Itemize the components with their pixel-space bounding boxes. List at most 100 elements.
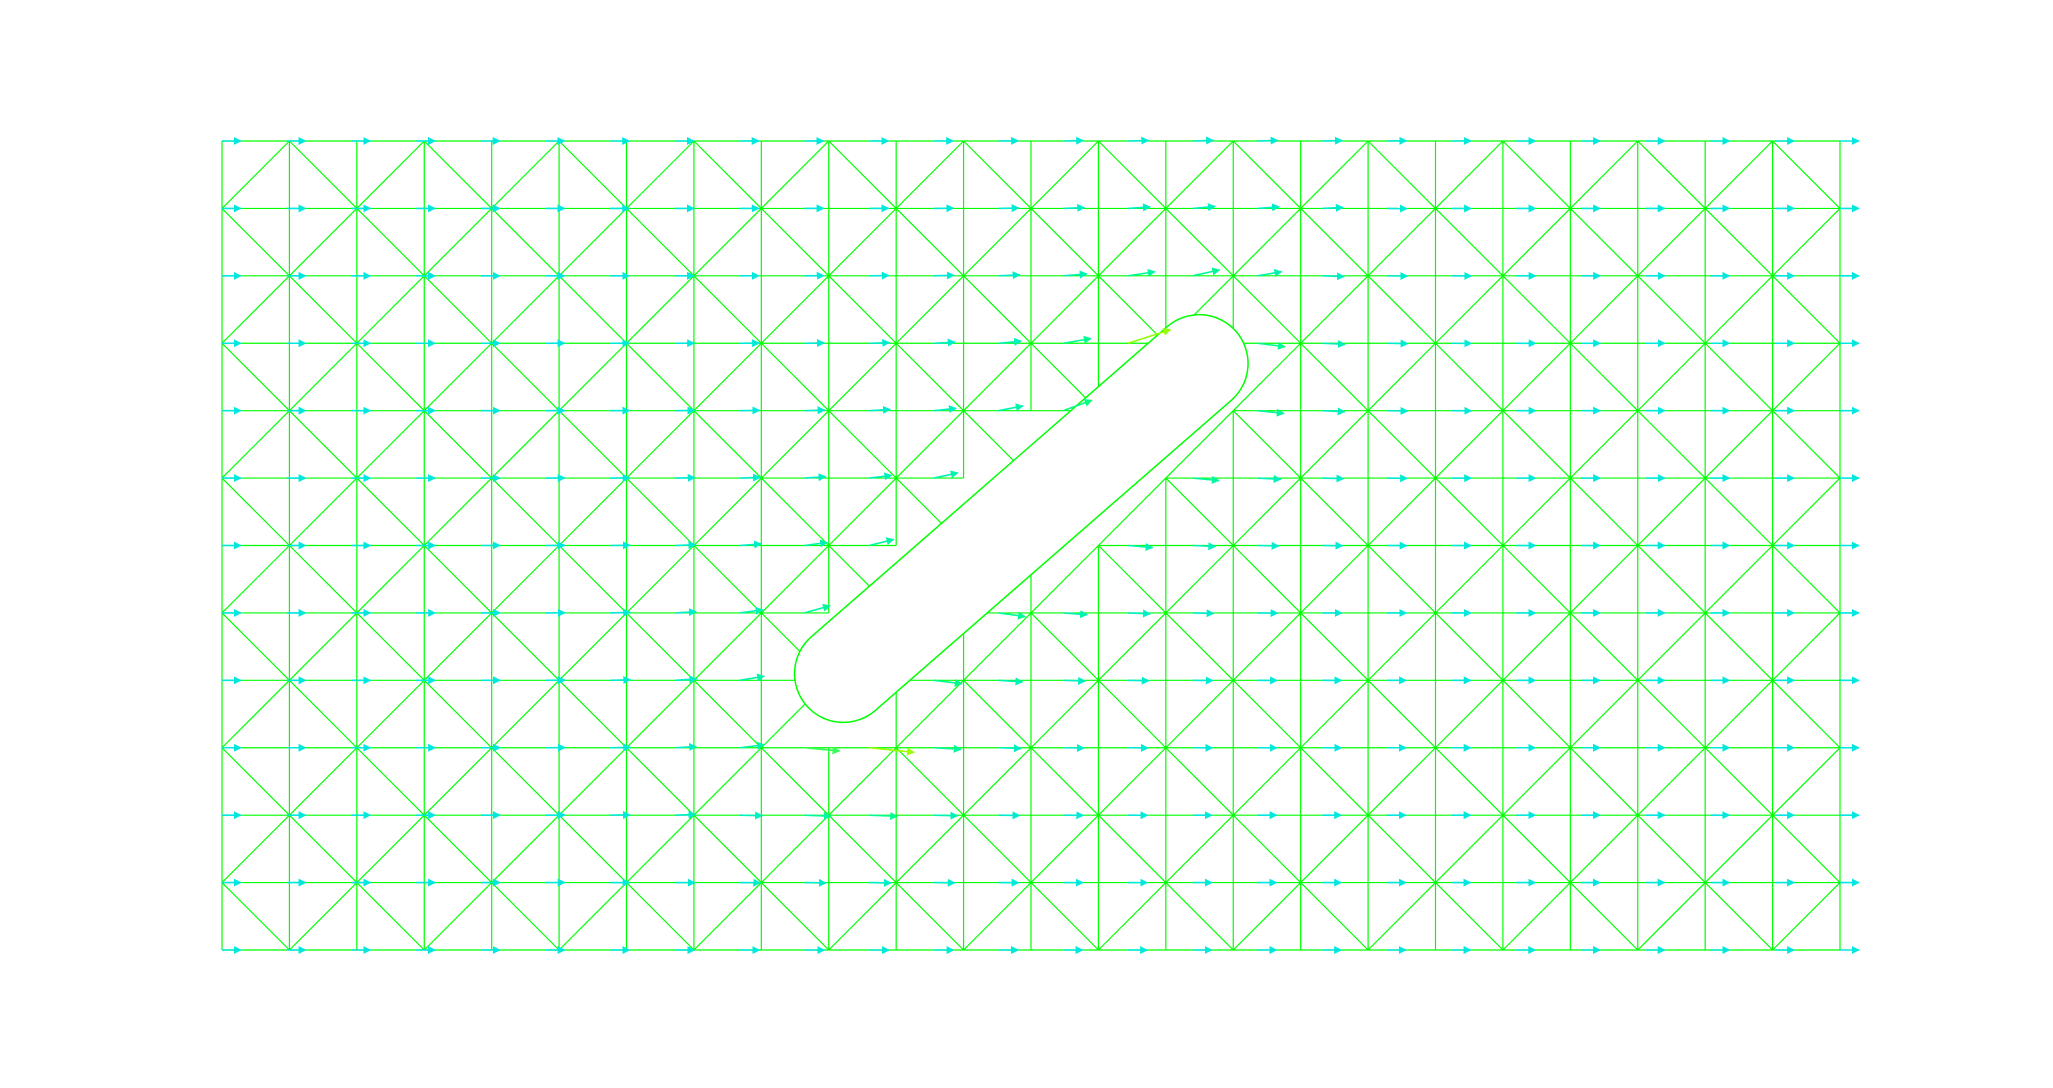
mesh-edge bbox=[1301, 478, 1368, 545]
velocity-arrow bbox=[1322, 343, 1345, 344]
mesh-edge bbox=[1436, 613, 1503, 680]
velocity-arrow bbox=[1063, 339, 1091, 344]
velocity-arrow bbox=[610, 680, 630, 681]
mesh-edge bbox=[1166, 208, 1233, 275]
mesh-edge bbox=[829, 276, 896, 343]
velocity-arrow bbox=[804, 606, 830, 613]
mesh-edge bbox=[761, 141, 828, 208]
mesh-edge bbox=[1773, 680, 1840, 747]
mesh-edge bbox=[1773, 815, 1840, 882]
mesh-edge bbox=[1301, 546, 1368, 613]
mesh-edge bbox=[627, 343, 694, 410]
velocity-arrow bbox=[675, 747, 696, 748]
mesh-edge bbox=[1705, 411, 1772, 478]
mesh-edge bbox=[896, 883, 963, 950]
mesh-edge bbox=[964, 276, 1031, 343]
mesh-edge bbox=[1436, 883, 1503, 950]
mesh-edge bbox=[694, 411, 761, 478]
mesh-edge bbox=[222, 141, 289, 208]
mesh-edge bbox=[1098, 748, 1165, 815]
mesh-edge bbox=[357, 276, 424, 343]
mesh-edge bbox=[289, 343, 356, 410]
mesh-edge bbox=[1705, 546, 1772, 613]
mesh-edge bbox=[1368, 141, 1435, 208]
mesh-edge bbox=[222, 613, 289, 680]
mesh-edge bbox=[222, 478, 289, 545]
mesh-edge bbox=[964, 208, 1031, 275]
mesh-edge bbox=[1031, 613, 1098, 680]
mesh-edge bbox=[1638, 208, 1705, 275]
mesh-edge bbox=[424, 208, 491, 275]
mesh-edge bbox=[627, 478, 694, 545]
mesh-edge bbox=[222, 883, 289, 950]
mesh-edge bbox=[1503, 276, 1570, 343]
mesh-edge bbox=[559, 208, 626, 275]
mesh-edge bbox=[1436, 478, 1503, 545]
mesh-edge bbox=[1301, 883, 1368, 950]
mesh-edge bbox=[559, 343, 626, 410]
mesh-edge bbox=[1773, 208, 1840, 275]
mesh-edge bbox=[1436, 276, 1503, 343]
mesh-edge bbox=[492, 208, 559, 275]
mesh-edge bbox=[829, 883, 896, 950]
mesh-edge bbox=[222, 343, 289, 410]
mesh-edge bbox=[289, 883, 356, 950]
velocity-arrow bbox=[1128, 613, 1150, 614]
mesh-edge bbox=[1301, 815, 1368, 882]
mesh-edge bbox=[896, 748, 963, 815]
mesh-edge bbox=[1638, 343, 1705, 410]
mesh-edge bbox=[289, 411, 356, 478]
mesh-edge bbox=[1233, 883, 1300, 950]
velocity-arrow bbox=[1258, 546, 1279, 547]
mesh-edge bbox=[289, 276, 356, 343]
mesh-edge bbox=[1098, 680, 1165, 747]
velocity-arrow bbox=[869, 815, 897, 816]
velocity-arrow bbox=[804, 410, 824, 411]
mesh-edge bbox=[424, 883, 491, 950]
velocity-arrow bbox=[1063, 680, 1085, 681]
mesh-edge bbox=[1773, 411, 1840, 478]
mesh-edge bbox=[222, 680, 289, 747]
mesh-edge bbox=[829, 208, 896, 275]
mesh-edge bbox=[1098, 276, 1165, 343]
mesh-edge bbox=[1638, 478, 1705, 545]
mesh-edge bbox=[222, 411, 289, 478]
mesh-edge bbox=[1233, 411, 1300, 478]
mesh-edge bbox=[1436, 680, 1503, 747]
mesh-edge bbox=[627, 141, 694, 208]
mesh-edge bbox=[964, 141, 1031, 208]
velocity-arrow bbox=[1322, 411, 1345, 412]
mesh-edge bbox=[1166, 546, 1233, 613]
mesh-edge bbox=[1301, 748, 1368, 815]
mesh-edge bbox=[1233, 815, 1300, 882]
mesh-edge bbox=[289, 478, 356, 545]
mesh-edge bbox=[1436, 141, 1503, 208]
mesh-edge bbox=[1436, 411, 1503, 478]
mesh-edge bbox=[357, 748, 424, 815]
mesh-edge bbox=[1773, 478, 1840, 545]
mesh-edge bbox=[1098, 546, 1165, 613]
mesh-edge bbox=[1368, 748, 1435, 815]
mesh-edge bbox=[761, 411, 828, 478]
mesh-edge bbox=[1570, 748, 1637, 815]
mesh-edge bbox=[1368, 343, 1435, 410]
mesh-edge bbox=[1570, 613, 1637, 680]
mesh-edge bbox=[627, 748, 694, 815]
mesh-edge bbox=[559, 815, 626, 882]
mesh-edge bbox=[627, 276, 694, 343]
mesh-edge bbox=[1503, 208, 1570, 275]
mesh-edge bbox=[424, 478, 491, 545]
mesh-edge bbox=[492, 478, 559, 545]
mesh-edge bbox=[424, 546, 491, 613]
mesh-edge bbox=[1773, 546, 1840, 613]
mesh-edge bbox=[1705, 613, 1772, 680]
mesh-edge bbox=[289, 680, 356, 747]
mesh-edge bbox=[1773, 613, 1840, 680]
velocity-arrow bbox=[675, 545, 695, 546]
mesh-edge bbox=[829, 748, 896, 815]
mesh-edge bbox=[289, 613, 356, 680]
mesh-edge bbox=[492, 815, 559, 882]
mesh-edge bbox=[492, 141, 559, 208]
mesh-edge bbox=[1638, 815, 1705, 882]
mesh-edge bbox=[357, 815, 424, 882]
